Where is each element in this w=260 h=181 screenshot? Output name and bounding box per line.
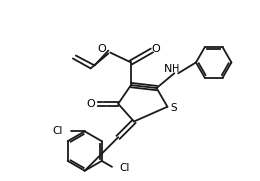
Text: S: S xyxy=(170,103,177,113)
Text: H: H xyxy=(172,64,179,74)
Text: Cl: Cl xyxy=(53,126,63,136)
Text: O: O xyxy=(151,44,160,54)
Text: N: N xyxy=(164,64,172,74)
Text: O: O xyxy=(98,44,106,54)
Text: O: O xyxy=(86,99,95,109)
Text: Cl: Cl xyxy=(120,163,130,173)
